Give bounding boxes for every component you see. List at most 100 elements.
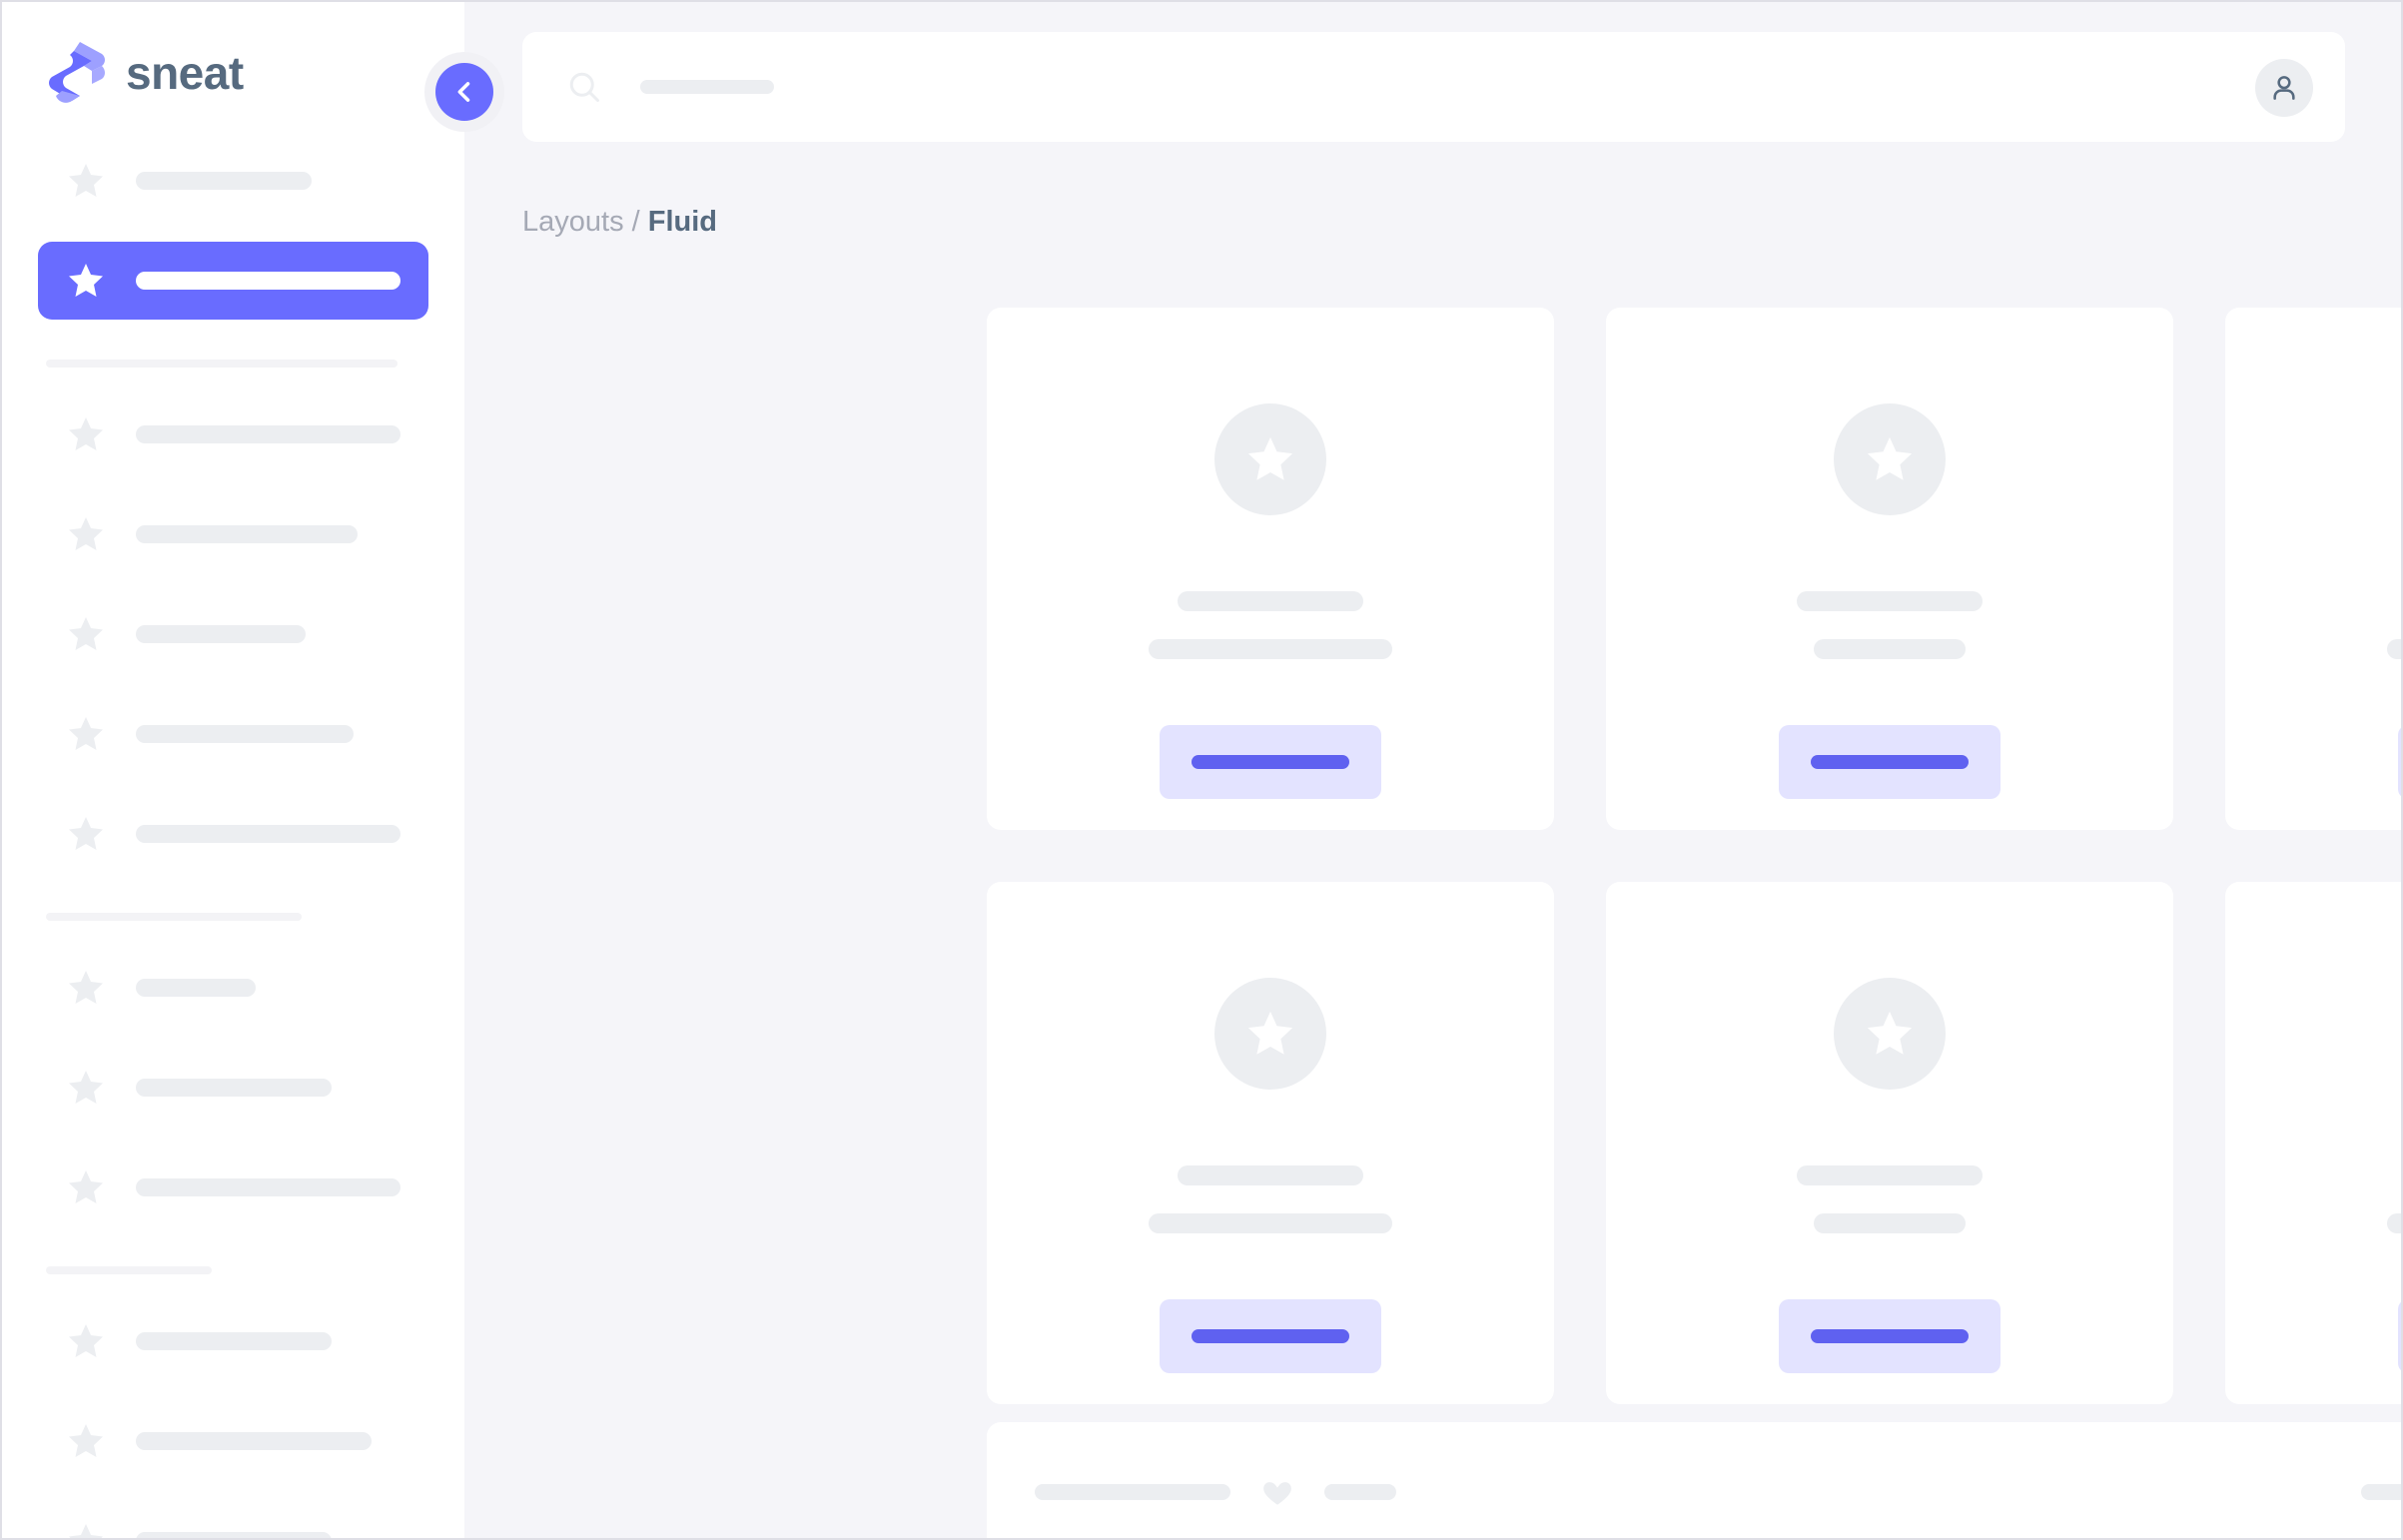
- star-icon: [69, 264, 103, 297]
- sidebar-item-spacer: [2, 773, 464, 795]
- sidebar-item-label-bar: [136, 979, 256, 997]
- card-subtitle-bar: [2387, 1213, 2401, 1233]
- main-content: Layouts / Fluid: [464, 2, 2401, 1538]
- sidebar-item[interactable]: [38, 795, 428, 873]
- sidebar-item-label-bar: [136, 1332, 332, 1350]
- star-icon: [1867, 1011, 1913, 1055]
- card-action-button[interactable]: [1160, 725, 1381, 799]
- star-icon: [69, 1424, 103, 1457]
- card-action-label-bar: [1192, 1329, 1349, 1343]
- sidebar-item[interactable]: [38, 695, 428, 773]
- card-action-button[interactable]: [2398, 725, 2401, 799]
- card-title-bar: [1178, 591, 1363, 611]
- card-avatar: [1214, 403, 1326, 515]
- sidebar-item[interactable]: [38, 395, 428, 473]
- search-icon: [569, 72, 599, 102]
- sidebar-item-label-bar: [136, 425, 400, 443]
- sneat-s-logo-icon: [49, 42, 105, 103]
- star-icon: [69, 617, 103, 650]
- content-card[interactable]: [987, 308, 1554, 830]
- star-icon: [69, 717, 103, 750]
- sidebar-item-spacer: [2, 473, 464, 495]
- sidebar-item[interactable]: [38, 595, 428, 673]
- breadcrumb: Layouts / Fluid: [522, 208, 717, 237]
- sidebar-item-spacer: [2, 1380, 464, 1402]
- footer-link-bar[interactable]: [2361, 1484, 2401, 1500]
- sidebar-item-label-bar: [136, 725, 354, 743]
- sidebar-item-label-bar: [136, 525, 358, 543]
- card-title-bar: [1178, 1165, 1363, 1185]
- sidebar-item-label-bar: [136, 1432, 372, 1450]
- content-card[interactable]: [1606, 882, 2173, 1404]
- star-icon: [69, 1071, 103, 1104]
- sidebar-item-label-bar: [136, 1079, 332, 1097]
- breadcrumb-current: Fluid: [647, 206, 718, 238]
- star-icon: [69, 817, 103, 850]
- breadcrumb-separator: /: [631, 206, 640, 238]
- card-subtitle-bar: [2387, 639, 2401, 659]
- search-input[interactable]: [566, 32, 774, 142]
- card-action-label-bar: [1811, 1329, 1969, 1343]
- sidebar-item[interactable]: [38, 1502, 428, 1538]
- sidebar-item[interactable]: [38, 949, 428, 1027]
- user-avatar[interactable]: [2255, 59, 2313, 117]
- sidebar-item[interactable]: [38, 1302, 428, 1380]
- sidebar-section-divider: [46, 913, 302, 921]
- star-icon: [69, 517, 103, 550]
- card-subtitle-bar: [1814, 1213, 1966, 1233]
- footer-text-bar-1: [1035, 1484, 1230, 1500]
- content-card[interactable]: [1606, 308, 2173, 830]
- card-action-label-bar: [1811, 755, 1969, 769]
- card-action-button[interactable]: [1779, 1299, 2001, 1373]
- sidebar-section-divider: [46, 1266, 212, 1274]
- sidebar-collapse-halo: [424, 52, 504, 132]
- top-navbar: [522, 32, 2345, 142]
- sidebar-item[interactable]: [38, 1402, 428, 1480]
- page-footer: [987, 1422, 2401, 1538]
- sidebar-item-label-bar: [136, 825, 400, 843]
- sidebar-item-label-bar: [136, 1178, 400, 1196]
- card-avatar: [1214, 978, 1326, 1090]
- card-subtitle-bar: [1814, 639, 1966, 659]
- content-card[interactable]: [987, 882, 1554, 1404]
- star-icon: [69, 1524, 103, 1538]
- star-icon: [69, 1170, 103, 1203]
- sidebar-item-spacer: [2, 1127, 464, 1149]
- card-action-button[interactable]: [1160, 1299, 1381, 1373]
- card-action-button[interactable]: [1779, 725, 2001, 799]
- sidebar-item[interactable]: [38, 1149, 428, 1226]
- star-icon: [69, 417, 103, 450]
- sidebar-item-label-bar: [136, 172, 312, 190]
- sidebar-item-spacer: [2, 673, 464, 695]
- card-title-bar: [1797, 1165, 1983, 1185]
- card-action-button[interactable]: [2398, 1299, 2401, 1373]
- sidebar-item-spacer: [2, 1027, 464, 1049]
- sidebar-item-spacer: [2, 573, 464, 595]
- brand[interactable]: sneat: [46, 40, 244, 106]
- sidebar-nav: [2, 142, 464, 1538]
- sidebar-item[interactable]: [38, 1049, 428, 1127]
- sidebar-item-label-bar: [136, 1532, 332, 1538]
- star-icon: [69, 164, 103, 197]
- breadcrumb-parent[interactable]: Layouts: [522, 206, 624, 238]
- sidebar-section-divider: [46, 360, 398, 368]
- card-avatar: [1834, 978, 1946, 1090]
- footer-left: [1035, 1475, 1396, 1509]
- card-avatar: [1834, 403, 1946, 515]
- card-grid: [987, 308, 2401, 1404]
- sidebar-item[interactable]: [38, 142, 428, 220]
- search-placeholder-bar: [640, 80, 774, 94]
- sidebar-item[interactable]: [38, 495, 428, 573]
- content-card[interactable]: [2225, 882, 2401, 1404]
- card-subtitle-bar: [1149, 1213, 1392, 1233]
- footer-links: [2361, 1484, 2401, 1500]
- star-icon: [1247, 436, 1293, 480]
- sidebar-collapse-button[interactable]: [435, 63, 493, 121]
- content-card[interactable]: [2225, 308, 2401, 830]
- sidebar-item-active[interactable]: [38, 242, 428, 320]
- sidebar-item-spacer: [2, 220, 464, 242]
- card-title-bar: [1797, 591, 1983, 611]
- star-icon: [1867, 436, 1913, 480]
- star-icon: [1247, 1011, 1293, 1055]
